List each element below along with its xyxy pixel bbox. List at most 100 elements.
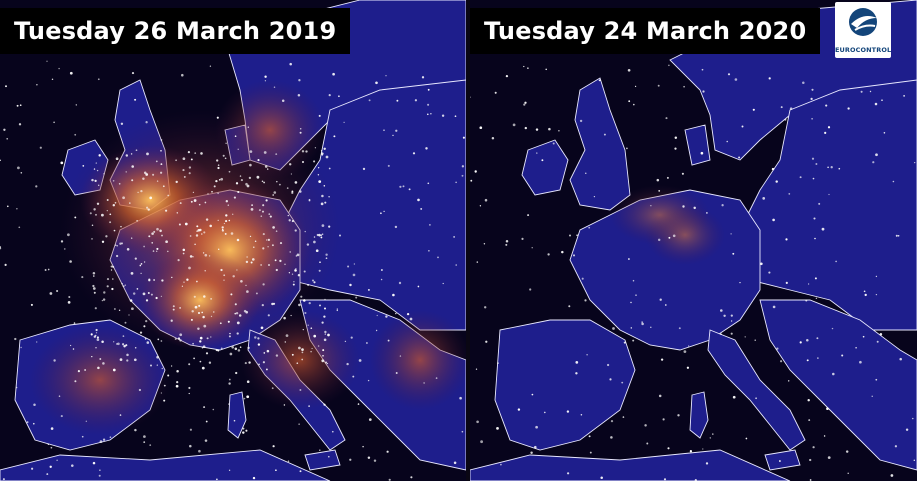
aircraft-dot [149,364,153,367]
aircraft-dot [124,321,127,324]
aircraft-dot [237,349,241,352]
aircraft-dot [808,419,811,422]
aircraft-dot [274,259,277,262]
aircraft-dot [483,243,486,245]
aircraft-dot [148,235,151,238]
aircraft-dot [145,173,149,176]
aircraft-dot [175,159,177,162]
aircraft-dot [96,202,100,205]
aircraft-dot [192,191,195,194]
aircraft-dot [505,243,508,246]
aircraft-dot [732,252,735,255]
aircraft-dot [817,357,819,359]
aircraft-dot [120,122,124,126]
aircraft-dot [119,242,122,245]
aircraft-dot [217,192,219,195]
aircraft-dot [114,308,116,310]
aircraft-dot [811,157,815,160]
map-panel-2020: Tuesday 24 March 2020 EUROCONTROL [470,0,917,481]
aircraft-dot [187,150,191,154]
aircraft-dot [324,201,327,204]
aircraft-dot [110,269,113,271]
aircraft-dot [706,212,708,214]
aircraft-dot [802,81,805,85]
aircraft-dot [134,428,137,432]
aircraft-dot [89,212,92,215]
aircraft-dot [207,193,209,195]
aircraft-dot [242,427,245,430]
aircraft-dot [246,184,250,188]
aircraft-dot [344,340,347,343]
aircraft-dot [298,303,301,307]
aircraft-dot [293,281,295,283]
aircraft-dot [240,179,243,182]
aircraft-dot [267,246,269,248]
aircraft-dot [862,335,865,338]
aircraft-dot [772,218,775,222]
aircraft-dot [768,271,771,274]
aircraft-dot [321,224,325,227]
aircraft-dot [368,418,372,421]
aircraft-dot [203,295,206,298]
aircraft-dot [281,99,285,102]
aircraft-dot [210,298,212,300]
aircraft-dot [179,333,183,337]
aircraft-dot [149,196,153,200]
aircraft-dot [60,161,64,165]
eurocontrol-logo: EUROCONTROL [835,2,891,58]
aircraft-dot [313,334,317,338]
aircraft-dot [53,359,56,362]
aircraft-dot [380,269,383,271]
aircraft-dot [317,167,320,169]
aircraft-dot [627,68,631,72]
aircraft-dot [182,169,185,172]
aircraft-dot [103,173,105,175]
aircraft-dot [323,338,327,342]
aircraft-dot [476,420,479,424]
aircraft-dot [890,474,894,477]
aircraft-dot [197,228,201,232]
aircraft-dot [548,127,551,131]
aircraft-dot [186,278,189,281]
aircraft-dot [561,250,564,254]
aircraft-dot [237,190,240,194]
aircraft-dot [233,419,236,422]
aircraft-dot [134,257,137,260]
aircraft-dot [236,332,239,335]
aircraft-dot [145,319,148,323]
aircraft-dot [375,329,378,332]
aircraft-dot [598,79,601,82]
aircraft-dot [245,284,247,287]
aircraft-dot [385,315,388,318]
aircraft-dot [121,343,125,346]
aircraft-dot [67,233,70,237]
aircraft-dot [201,366,205,370]
aircraft-dot [702,90,705,93]
date-label-2020: Tuesday 24 March 2020 [470,8,821,54]
aircraft-dot [709,437,711,439]
aircraft-dot [785,238,788,241]
aircraft-dot [568,305,571,308]
aircraft-dot [310,327,313,330]
aircraft-dot [126,247,130,251]
aircraft-dot [248,176,252,180]
aircraft-dot [332,72,335,76]
aircraft-dot [912,417,914,420]
aircraft-dot [871,395,873,397]
aircraft-dot [257,159,260,162]
aircraft-dot [209,65,212,67]
aircraft-dot [273,191,277,194]
aircraft-dot [188,266,191,270]
aircraft-dot [217,164,220,166]
aircraft-dot [60,240,64,243]
aircraft-dot [216,159,219,162]
aircraft-dot [569,234,571,237]
aircraft-dot [847,472,849,475]
aircraft-dot [98,154,101,157]
aircraft-dot [496,427,499,430]
aircraft-dot [130,272,134,275]
aircraft-dot [74,216,77,219]
aircraft-dot [303,270,306,273]
aircraft-dot [234,135,237,138]
aircraft-dot [208,361,212,364]
